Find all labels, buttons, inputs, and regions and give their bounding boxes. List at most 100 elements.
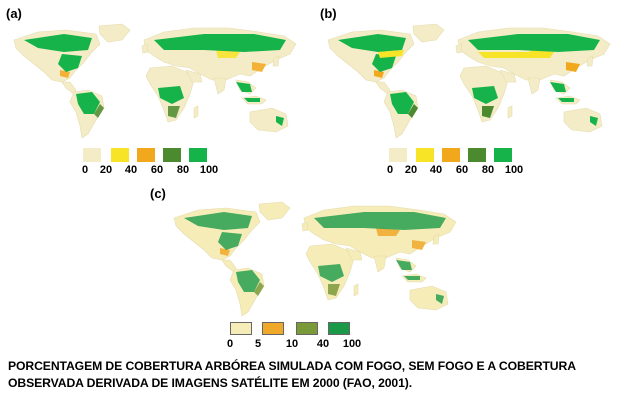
legend-tick: 100 [199, 164, 219, 176]
figure-caption: PORCENTAGEM DE COBERTURA ARBÓREA SIMULAD… [8, 358, 636, 392]
land-madagascar [353, 283, 359, 297]
land-uk [301, 221, 309, 232]
land-australia [249, 107, 289, 133]
australia-east-forest [590, 116, 598, 126]
congo-forest [318, 264, 344, 282]
cerrado-patch [254, 282, 264, 296]
land-arabia [499, 69, 517, 83]
land-india [213, 77, 227, 95]
map-panel-a: (a) 0 20 40 60 80 100 [0, 0, 310, 180]
map-panel-c: (c) 0 5 10 40 100 [150, 180, 470, 352]
cerrado-patch [408, 104, 418, 118]
yellow-belt-eurasia [478, 52, 548, 58]
legend-swatch [494, 148, 512, 162]
legend-swatch [296, 322, 318, 335]
miombo-patch [328, 284, 340, 296]
legend-tick: 20 [99, 164, 113, 176]
land-arabia [185, 69, 203, 83]
panel-label-b: (b) [320, 6, 337, 21]
land-uk [141, 43, 149, 54]
legend-swatch [389, 148, 407, 162]
steppe-edge-patch [376, 228, 400, 236]
indonesia-forest [404, 276, 420, 280]
legend-swatch [137, 148, 155, 162]
legend-swatch [163, 148, 181, 162]
world-map-simulated-without-fire [318, 22, 618, 142]
map-panel-b: (b) 0 20 40 60 80 100 [314, 0, 634, 180]
land-greenland [258, 201, 291, 221]
boreal-forest-eurasia [468, 34, 600, 52]
southeast-asia-forest [396, 260, 412, 270]
congo-forest [158, 86, 184, 104]
legend-swatch [442, 148, 460, 162]
land-madagascar [507, 105, 513, 119]
miombo-patch [482, 106, 494, 118]
congo-forest [472, 86, 498, 104]
legend-tick: 60 [150, 164, 164, 176]
panel-label-a: (a) [6, 6, 22, 21]
legend-c: 0 5 10 40 100 [150, 322, 470, 352]
legend-tick: 80 [481, 164, 495, 176]
land-japan [272, 55, 280, 67]
land-greenland [412, 23, 445, 43]
temperate-forest-north-america [372, 54, 396, 72]
legend-tick: 60 [455, 164, 469, 176]
caption-line-2: OBSERVADA DERIVADA DE IMAGENS SATÉLITE E… [8, 376, 413, 390]
legend-swatch [328, 322, 350, 335]
legend-tick: 20 [404, 164, 418, 176]
world-map-observed-satellite-2000 [164, 200, 464, 320]
legend-swatch [416, 148, 434, 162]
legend-tick: 100 [504, 164, 524, 176]
legend-tick: 0 [226, 338, 234, 350]
boreal-forest-eurasia [154, 34, 286, 52]
southeast-asia-forest [550, 82, 566, 92]
land-madagascar [193, 105, 199, 119]
legend-tick: 0 [386, 164, 394, 176]
legend-swatch [189, 148, 207, 162]
legend-swatch [230, 322, 252, 335]
legend-b: 0 20 40 60 80 100 [314, 148, 634, 178]
caption-line-1: PORCENTAGEM DE COBERTURA ARBÓREA SIMULAD… [8, 359, 576, 373]
land-greenland [98, 23, 131, 43]
legend-tick: 40 [429, 164, 443, 176]
amazon-forest [76, 92, 100, 114]
australia-east-forest [276, 116, 284, 126]
east-asia-patch [566, 62, 580, 72]
legend-tick: 10 [285, 338, 299, 350]
legend-tick: 0 [81, 164, 89, 176]
land-india [527, 77, 541, 95]
land-australia [563, 107, 603, 133]
boreal-forest-eurasia [314, 212, 446, 230]
savanna-patch [60, 70, 70, 78]
panel-label-c: (c) [150, 186, 166, 201]
legend-tick: 5 [254, 338, 262, 350]
amazon-forest [236, 270, 260, 292]
east-asia-patch [252, 62, 266, 72]
land-arabia [345, 247, 363, 261]
legend-tick: 40 [124, 164, 138, 176]
yellow-belt-north-america [378, 50, 404, 58]
temperate-forest-north-america [58, 54, 82, 72]
amazon-forest [390, 92, 414, 114]
boreal-forest-north-america [338, 34, 406, 52]
legend-a: 0 20 40 60 80 100 [0, 148, 310, 178]
boreal-forest-north-america [24, 34, 92, 52]
land-australia [409, 285, 449, 311]
legend-tick: 40 [316, 338, 330, 350]
legend-tick: 80 [176, 164, 190, 176]
land-japan [432, 233, 440, 245]
boreal-forest-north-america [184, 212, 252, 230]
miombo-patch [168, 106, 180, 118]
australia-east-forest [436, 294, 444, 304]
indonesia-forest [558, 98, 574, 102]
indonesia-forest [244, 98, 260, 102]
savanna-patch [374, 70, 384, 78]
east-asia-patch [412, 240, 426, 250]
steppe-edge-patch [216, 50, 240, 58]
world-map-simulated-with-fire [4, 22, 304, 142]
legend-swatch [83, 148, 101, 162]
legend-swatch [468, 148, 486, 162]
land-japan [586, 55, 594, 67]
legend-swatch [262, 322, 284, 335]
temperate-forest-north-america [218, 232, 242, 250]
